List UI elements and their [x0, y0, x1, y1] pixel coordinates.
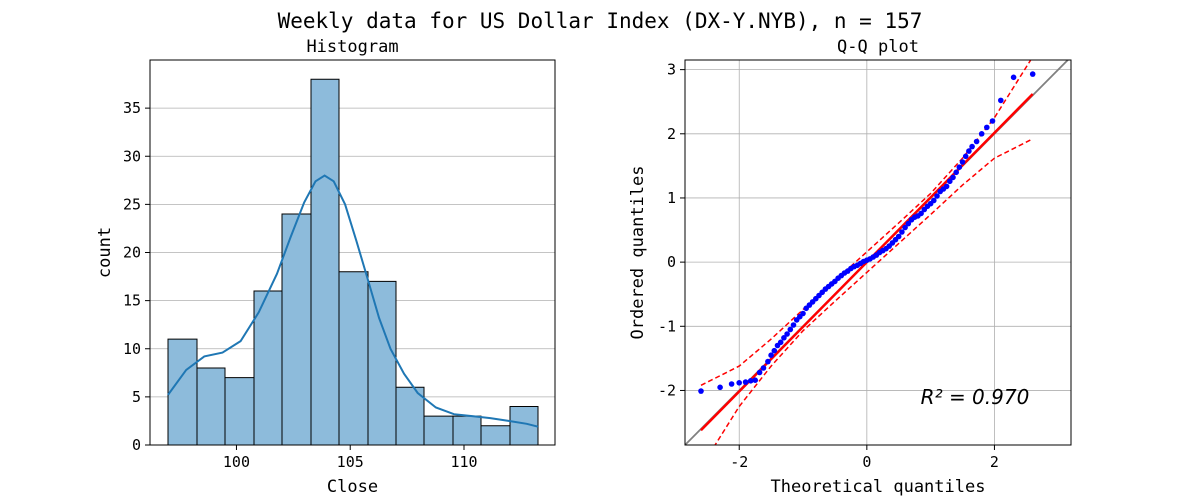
y-tick-label: 20 — [123, 244, 141, 262]
qq-x-axis-label: Theoretical quantiles — [771, 477, 986, 497]
histogram-bar — [338, 271, 369, 446]
qq-point — [768, 352, 774, 359]
x-tick-label: 105 — [337, 453, 364, 471]
histogram-bar — [395, 386, 425, 446]
qq-point — [1010, 74, 1017, 81]
histogram-y-axis-label: count — [95, 227, 115, 278]
qq-point — [978, 131, 985, 137]
histogram-bar — [196, 367, 226, 446]
kde-curve — [167, 174, 539, 428]
histogram-bar — [367, 280, 397, 446]
x-tick-label: 100 — [223, 453, 250, 471]
x-tick-label: 2 — [990, 453, 999, 471]
y-tick-label: 10 — [123, 340, 141, 358]
qq-point — [781, 335, 787, 341]
histogram-panel: 0 5 10 15 20 25 30 35 100 105 110 Histogram Close cou… — [95, 37, 556, 497]
qq-subtitle: Q-Q plot — [837, 37, 919, 57]
qq-point — [787, 326, 794, 333]
qq-point — [736, 380, 742, 386]
histogram-bar — [480, 425, 511, 446]
qq-point — [998, 97, 1004, 104]
qq-point — [989, 118, 996, 124]
qq-point — [973, 138, 980, 145]
x-tick-label: -2 — [730, 453, 748, 471]
qq-point — [950, 174, 956, 181]
qq-point — [747, 378, 754, 384]
r-squared-annotation: R² = 0.970 — [921, 385, 1030, 409]
qq-point — [918, 210, 924, 217]
histogram-bar — [281, 213, 312, 446]
confidence-band-lower — [714, 138, 1034, 445]
qq-point — [742, 379, 749, 385]
x-tick-label: 0 — [862, 453, 871, 471]
qq-point — [984, 124, 990, 131]
qq-plot-panel: -2 0 2 -2 -1 0 1 2 3 R² = 0.970 Q-Q plot Theoretica… — [628, 37, 1072, 497]
qq-point — [784, 331, 790, 337]
qq-point — [777, 339, 784, 346]
qq-point — [765, 358, 771, 365]
qq-point — [800, 310, 806, 317]
histogram-subtitle: Histogram — [306, 37, 398, 57]
y-tick-label: 15 — [123, 292, 141, 310]
histogram-bar — [310, 78, 340, 446]
qq-point — [895, 233, 902, 240]
histogram-bar — [423, 415, 454, 446]
qq-point — [899, 229, 905, 235]
qq-point — [1029, 71, 1036, 77]
qq-point — [728, 381, 735, 387]
x-tick-label: 110 — [450, 453, 477, 471]
histogram-bar — [167, 338, 198, 446]
qq-point — [902, 224, 908, 231]
qq-frame — [684, 59, 1072, 446]
qq-point — [931, 197, 937, 204]
histogram-frame — [149, 59, 556, 446]
qq-point — [698, 388, 704, 394]
y-tick-label: 1 — [667, 189, 676, 207]
figure-title: Weekly data for US Dollar Index (DX-Y.NY… — [278, 9, 923, 33]
qq-point — [771, 347, 778, 354]
qq-point — [966, 148, 972, 154]
qq-point — [969, 143, 975, 150]
y-tick-label: 30 — [123, 147, 141, 165]
qq-point — [947, 178, 953, 185]
qq-y-axis-label: Ordered quantiles — [628, 166, 648, 340]
y-tick-label: 3 — [667, 61, 676, 79]
qq-point — [934, 193, 940, 199]
y-tick-label: -2 — [658, 381, 676, 399]
y-tick-label: 0 — [132, 436, 141, 454]
qq-point — [962, 153, 969, 160]
y-tick-label: 25 — [123, 195, 141, 213]
histogram-bar — [452, 415, 482, 446]
y-tick-label: 2 — [667, 125, 676, 143]
y-tick-label: 5 — [132, 388, 141, 406]
qq-point — [905, 220, 912, 227]
qq-point — [752, 377, 758, 384]
y-tick-label: 0 — [667, 253, 676, 271]
qq-point — [953, 169, 959, 176]
qq-point — [790, 322, 797, 328]
qq-plot-area — [685, 60, 1070, 445]
qq-point — [760, 365, 767, 371]
histogram-bar — [224, 377, 255, 446]
qq-point — [956, 164, 963, 170]
y-tick-label: -1 — [658, 317, 676, 335]
qq-point — [943, 183, 950, 190]
qq-point — [756, 369, 763, 376]
qq-point — [959, 159, 966, 165]
histogram-x-axis-label: Close — [327, 477, 378, 497]
qq-point — [717, 384, 723, 391]
y-tick-label: 35 — [123, 99, 141, 117]
